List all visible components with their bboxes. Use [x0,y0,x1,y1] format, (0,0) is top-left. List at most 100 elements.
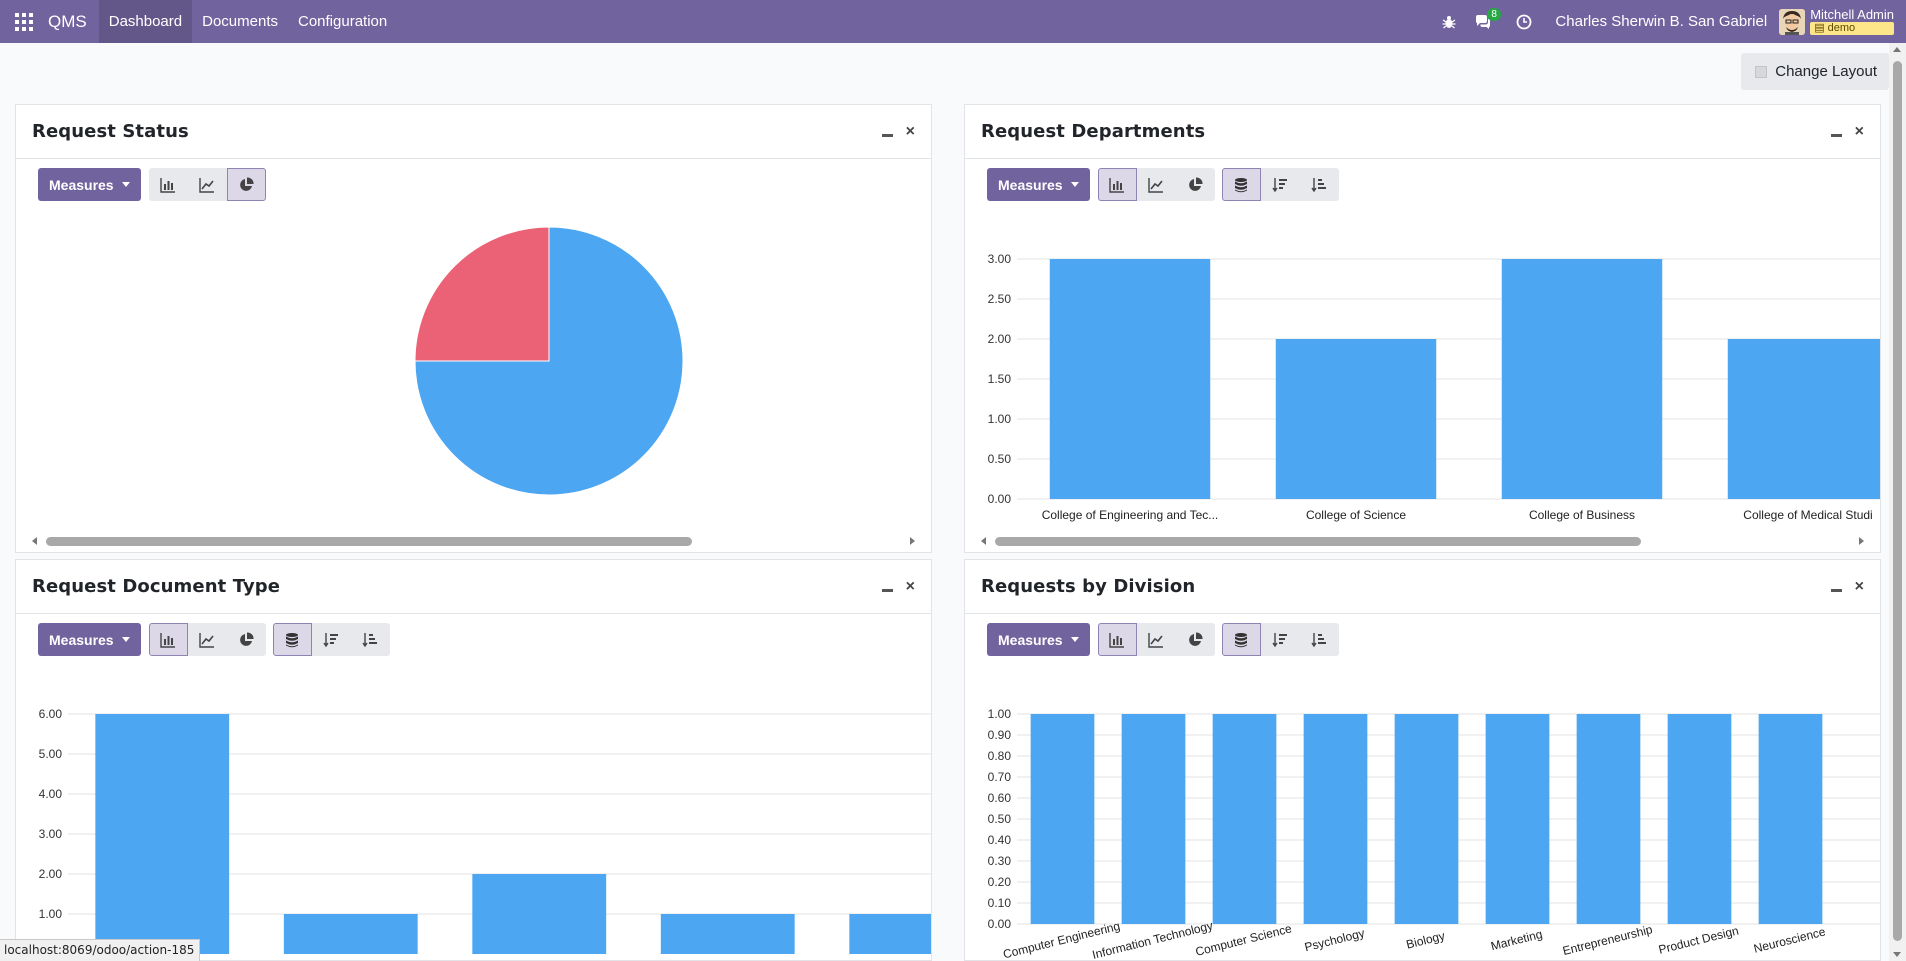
scroll-thumb[interactable] [995,537,1641,546]
page-vertical-scrollbar[interactable] [1889,43,1906,961]
sort-ascending-button[interactable] [1299,623,1339,656]
bar[interactable] [1727,339,1881,499]
line-chart-button[interactable] [1136,168,1176,201]
sort-descending-button[interactable] [1260,623,1300,656]
stacked-toggle-button[interactable] [1221,168,1261,201]
pie-slice-1[interactable] [414,226,550,362]
bar[interactable] [1049,259,1211,499]
bar[interactable] [1667,714,1732,924]
scroll-left-icon[interactable] [981,537,986,545]
change-layout-button[interactable]: Change Layout [1741,53,1889,90]
database-name: demo [1827,22,1856,34]
bar[interactable] [1212,714,1277,924]
y-tick-label: 1.00 [988,412,1012,426]
menu-configuration[interactable]: Configuration [298,13,388,30]
close-icon[interactable]: × [1854,578,1864,595]
bug-icon[interactable] [1435,0,1463,43]
sort-descending-icon [323,632,339,647]
horizontal-scrollbar[interactable] [16,533,931,549]
scroll-right-icon[interactable] [910,537,915,545]
x-tick-label: Marketing [1489,927,1544,953]
company-switcher[interactable]: Charles Sherwin B. San Gabriel [1555,13,1768,30]
change-layout-label: Change Layout [1775,63,1877,80]
apps-grid-icon[interactable] [0,0,48,43]
pie-chart-icon [240,631,254,646]
y-tick-label: 5.00 [39,747,63,761]
y-tick-label: 0.20 [988,875,1012,889]
chart-toolbar: Measures [38,623,397,656]
close-icon[interactable]: × [1854,123,1864,140]
user-menu[interactable]: Mitchell Admin ▤ demo [1810,8,1894,35]
bar[interactable] [1758,714,1823,924]
scroll-down-icon[interactable] [1893,952,1901,957]
close-icon[interactable]: × [905,578,915,595]
bar-chart-button[interactable] [1097,623,1137,656]
sort-descending-button[interactable] [311,623,351,656]
stacked-toggle-button[interactable] [272,623,312,656]
x-tick-label: College of Medical Studi [1743,508,1872,522]
bar[interactable] [1394,714,1459,924]
bar[interactable] [1485,714,1550,924]
bar[interactable] [1501,259,1663,499]
stacked-toggle-button[interactable] [1221,623,1261,656]
top-navbar: QMS Dashboard Documents Configuration 8 … [0,0,1906,43]
x-tick-label: Psychology [1303,926,1366,954]
bar-chart-button[interactable] [1097,168,1137,201]
bar[interactable] [660,914,795,954]
bar[interactable] [95,714,230,954]
line-chart-button[interactable] [1136,623,1176,656]
pie-chart-button[interactable] [1175,623,1215,656]
sort-ascending-icon [1311,632,1327,647]
pie-chart-button[interactable] [1175,168,1215,201]
pie-chart-icon [1189,631,1203,646]
scroll-thumb[interactable] [1893,61,1902,941]
x-tick-label: College of Business [1529,508,1635,522]
bar-chart-button[interactable] [148,623,188,656]
measures-button[interactable]: Measures [987,623,1090,656]
clock-icon[interactable] [1510,0,1538,43]
sort-descending-button[interactable] [1260,168,1300,201]
bar[interactable] [1303,714,1368,924]
pie-chart-button[interactable] [226,168,266,201]
scroll-up-icon[interactable] [1893,47,1901,52]
sort-ascending-button[interactable] [350,623,390,656]
app-brand[interactable]: QMS [48,11,87,31]
bar[interactable] [1030,714,1095,924]
bar-chart-icon [160,177,176,193]
menu-dashboard[interactable]: Dashboard [98,0,193,43]
pie-chart-button[interactable] [226,623,266,656]
measures-button[interactable]: Measures [38,623,141,656]
y-tick-label: 3.00 [39,827,63,841]
line-chart-button[interactable] [187,623,227,656]
bar[interactable] [1275,339,1437,499]
horizontal-scrollbar[interactable] [965,533,1880,549]
panel-header: Requests by Division × [965,560,1880,614]
scroll-thumb[interactable] [46,537,692,546]
bar[interactable] [283,914,418,954]
sort-descending-icon [1272,177,1288,192]
chat-icon[interactable]: 8 [1469,0,1501,43]
measures-button[interactable]: Measures [38,168,141,201]
x-tick-label: Product Design [1657,923,1740,956]
y-tick-label: 0.90 [988,728,1012,742]
scroll-right-icon[interactable] [1859,537,1864,545]
bar[interactable] [849,914,932,954]
menu-documents[interactable]: Documents [202,13,278,30]
bar[interactable] [472,874,607,954]
bar[interactable] [1576,714,1641,924]
minimize-icon[interactable] [881,127,894,137]
caret-down-icon [121,637,130,642]
sort-ascending-button[interactable] [1299,168,1339,201]
scroll-left-icon[interactable] [32,537,37,545]
bar-chart-button[interactable] [148,168,188,201]
close-icon[interactable]: × [905,123,915,140]
minimize-icon[interactable] [1830,582,1843,592]
y-tick-label: 0.50 [988,452,1012,466]
minimize-icon[interactable] [881,582,894,592]
avatar[interactable] [1779,8,1806,35]
bar[interactable] [1121,714,1186,924]
line-chart-button[interactable] [187,168,227,201]
measures-button[interactable]: Measures [987,168,1090,201]
minimize-icon[interactable] [1830,127,1843,137]
y-tick-label: 0.10 [988,896,1012,910]
